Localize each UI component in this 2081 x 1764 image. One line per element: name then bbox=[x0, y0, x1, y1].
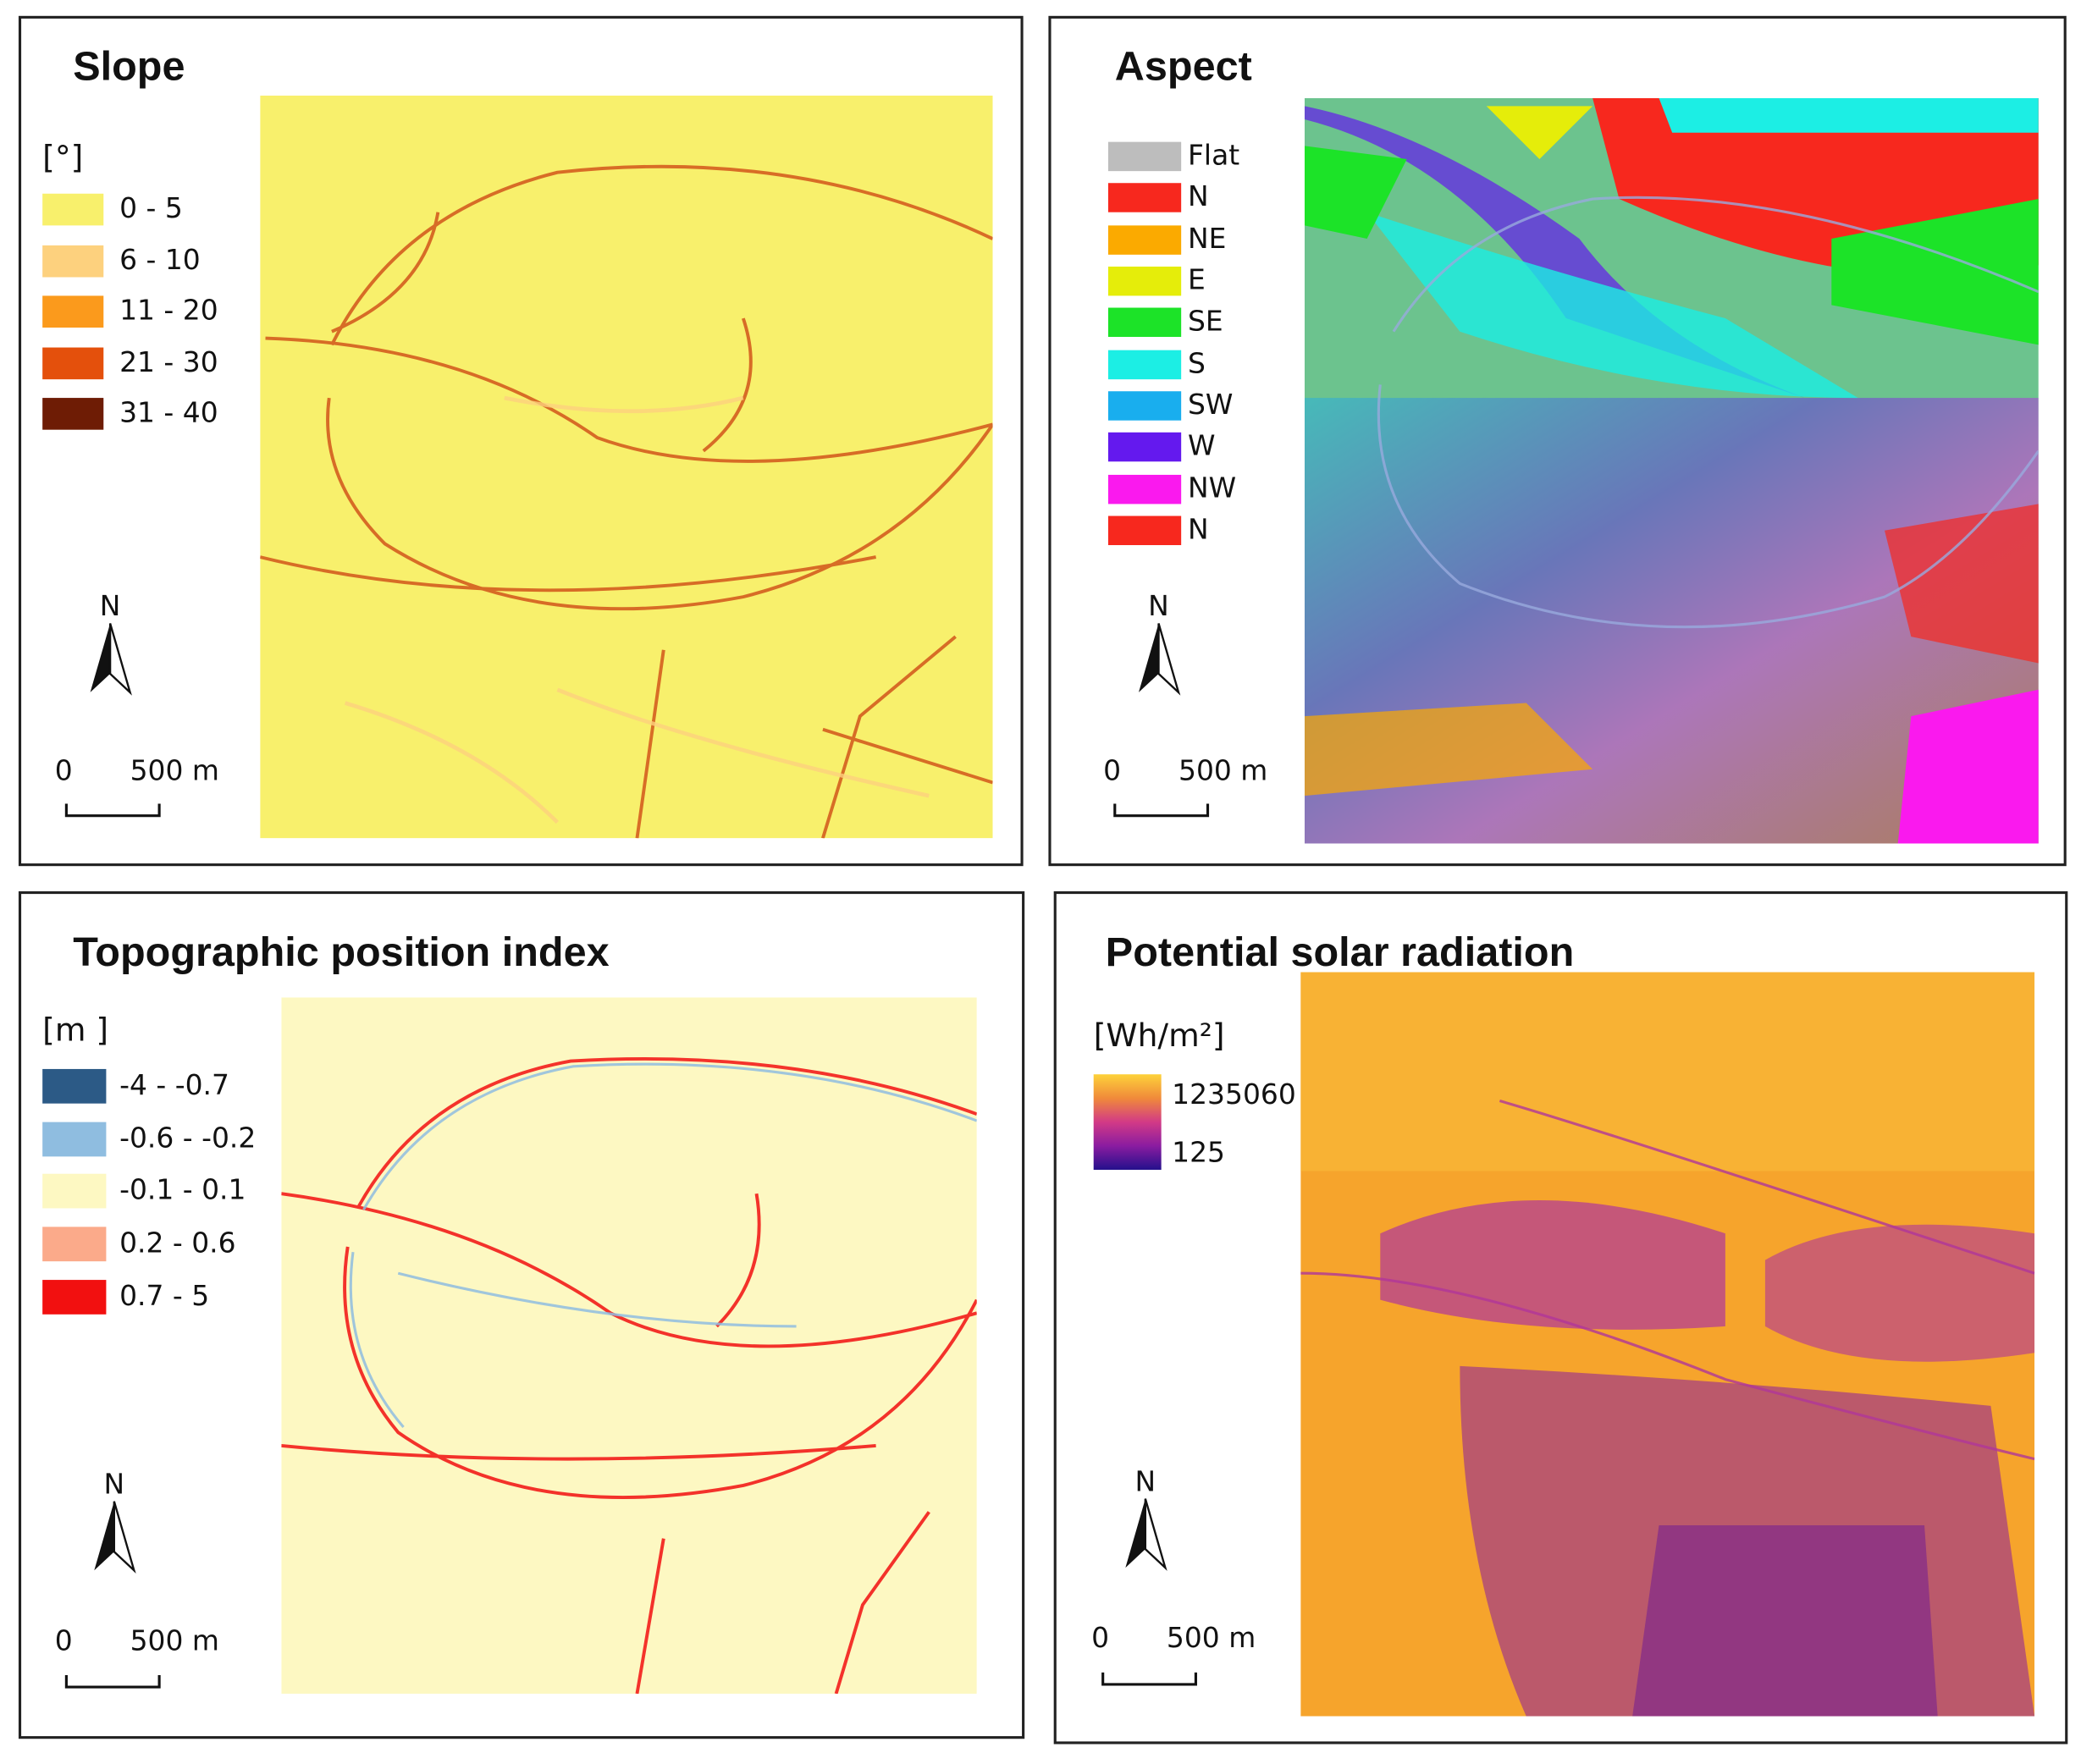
legend-swatch bbox=[1107, 474, 1182, 504]
scale-bar bbox=[64, 803, 161, 818]
legend-swatch bbox=[42, 193, 104, 226]
scale-end: 500 m bbox=[130, 753, 219, 786]
legend-swatch bbox=[42, 245, 104, 278]
legend-swatch bbox=[42, 1122, 107, 1157]
legend-label: -4 - -0.7 bbox=[119, 1068, 229, 1101]
legend-swatch bbox=[42, 1173, 107, 1209]
legend-label: SE bbox=[1188, 304, 1223, 337]
color-ramp bbox=[1093, 1074, 1162, 1171]
scale-start: 0 bbox=[1103, 753, 1121, 786]
legend-label: 0 - 5 bbox=[119, 191, 183, 224]
ramp-max-label: 1235060 bbox=[1172, 1078, 1296, 1111]
panel-title: Topographic position index bbox=[73, 929, 609, 975]
legend-label: 21 - 30 bbox=[119, 345, 218, 378]
ramp-min-label: 125 bbox=[1172, 1136, 1225, 1169]
legend-swatch bbox=[42, 1068, 107, 1104]
panel-title: Potential solar radiation bbox=[1106, 929, 1574, 975]
legend-label: E bbox=[1188, 263, 1206, 296]
legend-label: -0.6 - -0.2 bbox=[119, 1121, 256, 1154]
legend-swatch bbox=[42, 1227, 107, 1262]
scale-start: 0 bbox=[1091, 1621, 1109, 1654]
legend-label: N bbox=[1188, 179, 1209, 212]
legend-swatch bbox=[1107, 183, 1182, 212]
legend-swatch bbox=[42, 398, 104, 430]
legend-swatch bbox=[1107, 515, 1182, 546]
legend-unit: [m ] bbox=[42, 1012, 108, 1049]
legend-swatch bbox=[1107, 141, 1182, 172]
panel-frame bbox=[1053, 890, 2068, 1745]
legend-label: S bbox=[1188, 346, 1206, 379]
legend-swatch bbox=[42, 347, 104, 380]
legend-label: 6 - 10 bbox=[119, 243, 201, 276]
north-arrow bbox=[90, 623, 111, 692]
scale-bar bbox=[1101, 1672, 1197, 1686]
north-label: N bbox=[1148, 589, 1169, 622]
legend-label: N bbox=[1188, 512, 1209, 545]
legend-swatch bbox=[1107, 350, 1182, 380]
legend-label: SW bbox=[1188, 388, 1233, 421]
panel-frame bbox=[18, 890, 1025, 1739]
solar-map bbox=[1300, 972, 2035, 1717]
legend-unit: [°] bbox=[42, 139, 83, 176]
slope-map bbox=[260, 95, 993, 839]
panel-title: Aspect bbox=[1115, 43, 1252, 89]
legend-label: W bbox=[1188, 429, 1216, 462]
scale-bar bbox=[64, 1675, 161, 1689]
scale-end: 500 m bbox=[130, 1623, 219, 1657]
legend-swatch bbox=[1107, 307, 1182, 337]
north-arrow bbox=[1144, 1498, 1167, 1571]
legend-label: 31 - 40 bbox=[119, 395, 218, 428]
legend-swatch bbox=[42, 1280, 107, 1315]
north-arrow bbox=[94, 1501, 114, 1571]
panel-frame bbox=[18, 15, 1024, 867]
scale-end: 500 m bbox=[1167, 1621, 1256, 1654]
north-arrow bbox=[108, 623, 132, 696]
legend-label: NE bbox=[1188, 222, 1226, 255]
legend-swatch bbox=[1107, 432, 1182, 462]
panel-title: Slope bbox=[73, 43, 185, 89]
legend-label: 0.2 - 0.6 bbox=[119, 1226, 235, 1259]
north-label: N bbox=[1135, 1464, 1156, 1497]
scale-end: 500 m bbox=[1178, 753, 1267, 786]
legend-swatch bbox=[1107, 225, 1182, 255]
aspect-map bbox=[1304, 97, 2039, 844]
north-arrow bbox=[113, 1501, 136, 1574]
legend-label: -0.1 - 0.1 bbox=[119, 1173, 246, 1206]
north-label: N bbox=[100, 589, 121, 622]
legend-label: 11 - 20 bbox=[119, 294, 218, 327]
scale-start: 0 bbox=[55, 1623, 73, 1657]
legend-swatch bbox=[1107, 391, 1182, 421]
north-arrow bbox=[1157, 623, 1181, 696]
north-label: N bbox=[103, 1467, 124, 1500]
tpi-map bbox=[281, 997, 977, 1694]
north-arrow bbox=[1139, 623, 1159, 692]
legend-swatch bbox=[1107, 266, 1182, 296]
legend-swatch bbox=[42, 295, 104, 328]
legend-label: 0.7 - 5 bbox=[119, 1279, 209, 1312]
scale-start: 0 bbox=[55, 753, 73, 786]
legend-label: NW bbox=[1188, 471, 1236, 504]
scale-bar bbox=[1113, 803, 1210, 818]
north-arrow bbox=[1125, 1498, 1145, 1568]
panel-frame bbox=[1048, 15, 2067, 867]
legend-label: Flat bbox=[1188, 138, 1239, 171]
legend-unit: [Wh/m²] bbox=[1094, 1017, 1225, 1054]
